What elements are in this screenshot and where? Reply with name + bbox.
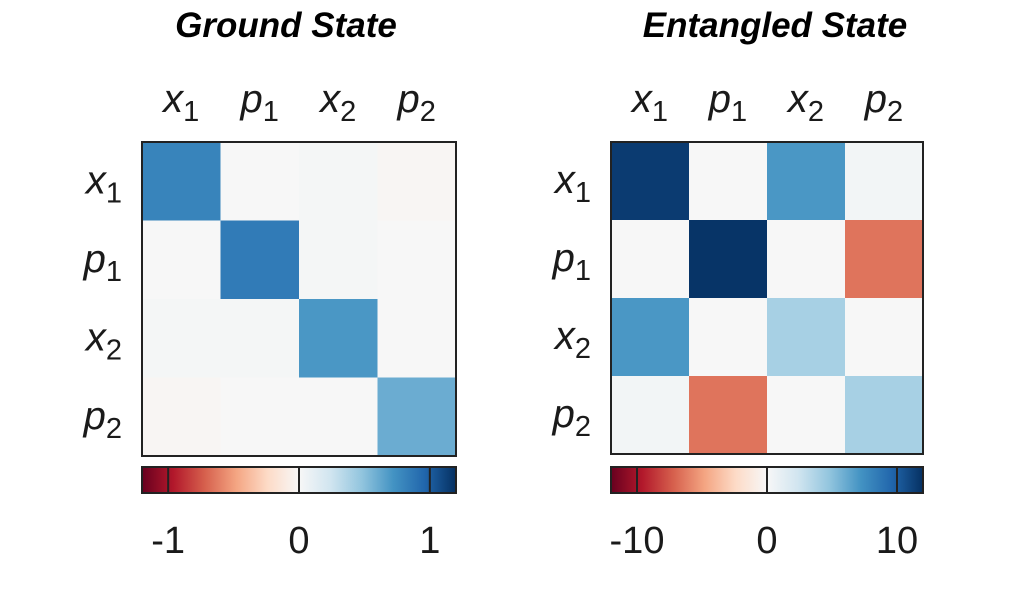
- entangled-col-label-1-sub: 1: [731, 96, 747, 128]
- ground-col-label-3-sub: 2: [420, 96, 436, 128]
- ground-cell-r3-c3: [377, 377, 457, 457]
- ground-cell-r3-c1: [220, 377, 300, 457]
- ground-colorbar-tick-label-0: -1: [151, 520, 185, 562]
- entangled-row-label-0-sub: 1: [575, 177, 591, 209]
- ground-row-label-0-sub: 1: [106, 177, 122, 209]
- entangled-row-label-0-var: x: [553, 158, 577, 202]
- ground-row-label-1: p1: [83, 237, 122, 288]
- ground-title: Ground State: [175, 6, 397, 45]
- ground-row-label-3-sub: 2: [106, 413, 122, 445]
- entangled-cell-r1-c0: [611, 220, 690, 299]
- entangled-cell-r0-c2: [767, 142, 846, 221]
- ground-col-label-1-var: p: [240, 77, 263, 121]
- entangled-colorbar-tick-label-1: 0: [756, 520, 777, 562]
- entangled-col-label-0: x1: [630, 77, 668, 128]
- entangled-colorbar-tick-label-0: -10: [610, 520, 665, 562]
- entangled-row-label-0: x1: [553, 158, 591, 209]
- ground-row-label-3-var: p: [83, 394, 106, 438]
- entangled-col-label-1-var: p: [708, 77, 731, 121]
- entangled-col-label-2: x2: [786, 77, 824, 128]
- entangled-cell-r2-c2: [767, 298, 846, 377]
- entangled-row-label-3-sub: 2: [575, 411, 591, 443]
- entangled-cell-r3-c0: [611, 376, 690, 455]
- ground-col-label-1: p1: [240, 77, 279, 128]
- entangled-cell-r2-c0: [611, 298, 690, 377]
- ground-colorbar-tick-label-2: 1: [419, 520, 440, 562]
- entangled-cell-r0-c1: [689, 142, 768, 221]
- ground-cell-r2-c2: [299, 299, 378, 378]
- entangled-row-label-1: p1: [552, 236, 591, 287]
- entangled-col-label-3-var: p: [864, 77, 887, 121]
- ground-cell-r3-c0: [142, 377, 221, 457]
- ground-row-label-2-sub: 2: [106, 334, 122, 366]
- ground-col-label-0: x1: [161, 77, 199, 128]
- ground-cell-r0-c3: [377, 142, 457, 221]
- ground-cell-r2-c0: [142, 299, 221, 378]
- entangled-col-label-0-sub: 1: [652, 96, 668, 128]
- entangled-cell-r3-c2: [767, 376, 846, 455]
- entangled-cell-r2-c1: [689, 298, 768, 377]
- entangled-col-label-1: p1: [708, 77, 747, 128]
- ground-row-label-2-var: x: [84, 315, 108, 359]
- ground-cell-r2-c3: [377, 299, 457, 378]
- entangled-cell-r1-c1: [689, 220, 768, 299]
- entangled-row-label-1-var: p: [552, 236, 575, 280]
- ground-cell-r1-c3: [377, 220, 457, 300]
- ground-col-label-3: p2: [397, 77, 436, 128]
- ground-cell-r0-c0: [142, 142, 221, 221]
- ground-row-label-1-var: p: [83, 237, 106, 281]
- ground-col-label-1-sub: 1: [263, 96, 279, 128]
- entangled-cell-r0-c0: [611, 142, 690, 221]
- entangled-col-label-3: p2: [864, 77, 903, 128]
- ground-cell-r2-c1: [220, 299, 300, 378]
- ground-frame: [141, 141, 457, 457]
- ground-col-label-2-var: x: [318, 77, 342, 121]
- entangled-cell-r3-c1: [689, 376, 768, 455]
- ground-row-label-0: x1: [84, 158, 122, 209]
- ground-cell-r1-c2: [299, 220, 378, 300]
- entangled-col-label-2-var: x: [786, 77, 810, 121]
- ground-col-label-0-sub: 1: [183, 96, 199, 128]
- ground-colorbar-tick-label-1: 0: [288, 520, 309, 562]
- ground-cell-r1-c0: [142, 220, 221, 300]
- ground-cell-r0-c2: [299, 142, 378, 221]
- entangled-row-label-3: p2: [552, 392, 591, 443]
- ground-cell-r0-c1: [220, 142, 300, 221]
- entangled-col-label-2-sub: 2: [808, 96, 824, 128]
- entangled-row-label-1-sub: 1: [575, 255, 591, 287]
- ground-row-label-2: x2: [84, 315, 122, 366]
- ground-cell-r3-c2: [299, 377, 378, 457]
- entangled-row-label-2-var: x: [553, 314, 577, 358]
- entangled-cell-r1-c3: [845, 220, 924, 299]
- entangled-cell-r3-c3: [845, 376, 924, 455]
- ground-col-label-2: x2: [318, 77, 356, 128]
- entangled-panel: Entangled State -10 0 10: [610, 6, 924, 562]
- ground-col-label-3-var: p: [397, 77, 420, 121]
- entangled-row-label-3-var: p: [552, 392, 575, 436]
- entangled-title: Entangled State: [643, 6, 907, 45]
- ground-row-label-0-var: x: [84, 158, 108, 202]
- ground-panel: Ground State -1 0 1: [141, 6, 457, 562]
- entangled-cell-r0-c3: [845, 142, 924, 221]
- entangled-row-label-2: x2: [553, 314, 591, 365]
- entangled-col-label-3-sub: 2: [887, 96, 903, 128]
- entangled-cell-r2-c3: [845, 298, 924, 377]
- ground-row-label-1-sub: 1: [106, 256, 122, 288]
- ground-row-label-3: p2: [83, 394, 122, 445]
- ground-col-label-0-var: x: [161, 77, 185, 121]
- ground-col-label-2-sub: 2: [340, 96, 356, 128]
- entangled-frame: [610, 141, 924, 455]
- entangled-col-label-0-var: x: [630, 77, 654, 121]
- entangled-cell-r1-c2: [767, 220, 846, 299]
- entangled-row-label-2-sub: 2: [575, 333, 591, 365]
- ground-cell-r1-c1: [220, 220, 300, 300]
- entangled-colorbar-tick-label-2: 10: [876, 520, 918, 562]
